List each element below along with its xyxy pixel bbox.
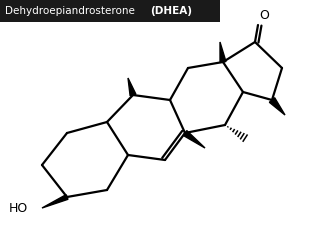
- Text: Dehydroepiandrosterone: Dehydroepiandrosterone: [5, 6, 138, 16]
- Text: HO: HO: [9, 202, 28, 215]
- Text: (DHEA): (DHEA): [150, 6, 192, 16]
- Polygon shape: [220, 42, 226, 62]
- Polygon shape: [42, 195, 68, 208]
- Text: O: O: [259, 9, 269, 22]
- Bar: [0, 0, 220, 22]
- Polygon shape: [183, 131, 205, 148]
- Polygon shape: [128, 78, 136, 96]
- Polygon shape: [269, 98, 285, 115]
